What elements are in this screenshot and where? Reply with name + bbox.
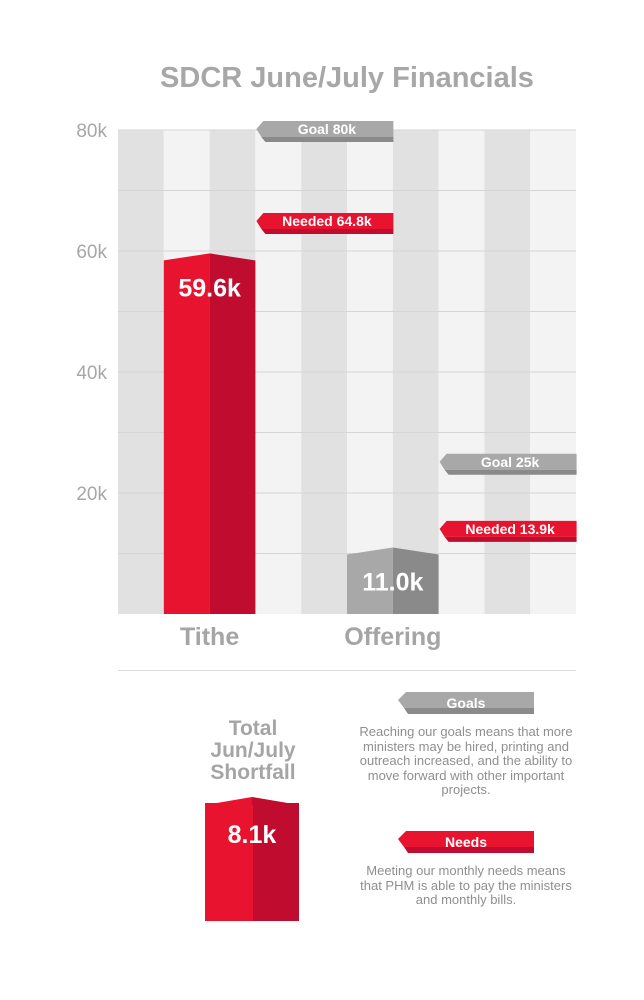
y-tick-label: 40k: [76, 363, 107, 384]
tag-label: Needed 13.9k: [465, 521, 555, 537]
tag-face: [256, 212, 394, 229]
total-label-line-1: Total: [228, 717, 278, 740]
bar-right-face: [209, 253, 256, 615]
tag-shadow: [261, 228, 394, 234]
tag-shadow: [261, 137, 394, 142]
total-shortfall-value: 8.1k: [227, 821, 277, 849]
goal-tag-tithe: [256, 121, 394, 142]
tag-face: [256, 121, 394, 137]
chart-title: SDCR June/July Financials: [160, 62, 534, 94]
bar-tithe: [163, 253, 256, 615]
total-label-line-2: Jun/July: [210, 739, 296, 762]
category-label: Tithe: [180, 623, 239, 651]
bar-left-face: [347, 547, 393, 614]
y-tick-label: 20k: [76, 484, 107, 505]
total-block-left-face: [205, 803, 253, 921]
needed-tag-tithe: [256, 212, 394, 234]
total-shortfall-block: 8.1k: [205, 797, 299, 921]
tag-shadow: [444, 536, 577, 542]
legend-goals-description: Reaching our goals means that more minis…: [359, 724, 573, 797]
legend-needs-description: Meeting our monthly needs means that PHM…: [360, 863, 572, 907]
tag-shadow: [444, 469, 577, 475]
legend-goals-label: Goals: [446, 695, 486, 711]
y-tick-label: 60k: [76, 242, 107, 263]
y-tick-label: 80k: [76, 121, 107, 142]
tag-face: [439, 453, 577, 470]
tag-label: Goal 25k: [481, 454, 540, 470]
legend-needs-label: Needs: [444, 834, 488, 850]
goal-tag-offering: [439, 453, 577, 475]
total-block-right-face: [253, 803, 299, 921]
bar-value-label: 59.6k: [178, 274, 241, 302]
bar-left-face: [163, 253, 210, 615]
tag-label: Needed 64.8k: [282, 213, 372, 229]
needed-tag-offering: [439, 520, 577, 542]
divider: [118, 670, 576, 671]
tag-label: Goal 80k: [298, 121, 357, 137]
bar-chart: 80k 60k 40k 20k 59.6k 11.0k Tithe Offering Goal …: [76, 121, 577, 651]
bar-right-face: [392, 547, 439, 614]
legend-goals-tag: Goals: [398, 692, 534, 714]
category-label: Offering: [344, 623, 441, 651]
bar-offering: [347, 547, 439, 614]
total-shortfall-label: Total Jun/July Shortfall: [188, 718, 318, 784]
legend-needs-tag: Needs: [398, 831, 534, 853]
total-block-cap: [205, 797, 299, 805]
total-label-line-3: Shortfall: [210, 761, 296, 784]
tag-face: [439, 520, 577, 537]
bar-value-label: 11.0k: [362, 568, 423, 596]
